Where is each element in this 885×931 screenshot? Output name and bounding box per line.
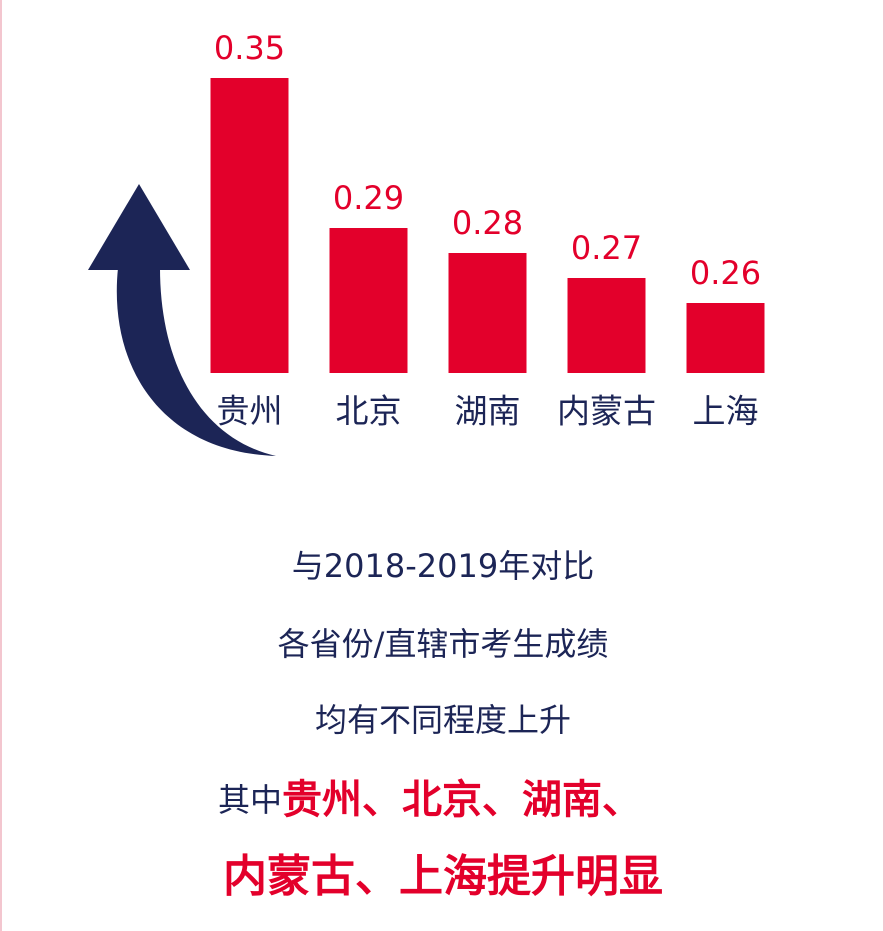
value-label: 0.27: [571, 229, 642, 267]
category-label: 湖南: [455, 392, 521, 431]
value-label: 0.35: [214, 29, 285, 67]
bar: [567, 278, 646, 373]
summary-highlight: 贵州、北京、湖南、: [282, 777, 642, 823]
summary-line: 各省份/直辖市考生成绩: [278, 625, 609, 663]
category-label: 内蒙古: [557, 392, 656, 431]
summary-line: 均有不同程度上升: [315, 701, 571, 739]
value-label: 0.28: [452, 204, 523, 242]
summary-line: 与2018-2019年对比: [292, 547, 594, 585]
bar: [686, 303, 765, 373]
category-label: 北京: [336, 392, 402, 431]
bar: [448, 253, 527, 373]
summary-highlight: 内蒙古、上海提升明显: [223, 851, 663, 902]
summary-highlight-line: 其中贵州、北京、湖南、: [218, 777, 642, 823]
value-label: 0.26: [690, 254, 761, 292]
value-label: 0.29: [333, 179, 404, 217]
arrow-head: [88, 184, 190, 270]
rising-arrow: [88, 184, 276, 456]
category-label: 贵州: [217, 392, 283, 431]
arrow-shaft: [116, 268, 276, 456]
bar: [210, 78, 289, 373]
category-label: 上海: [693, 392, 759, 431]
summary-prefix: 其中: [218, 781, 282, 819]
bar: [329, 228, 408, 373]
